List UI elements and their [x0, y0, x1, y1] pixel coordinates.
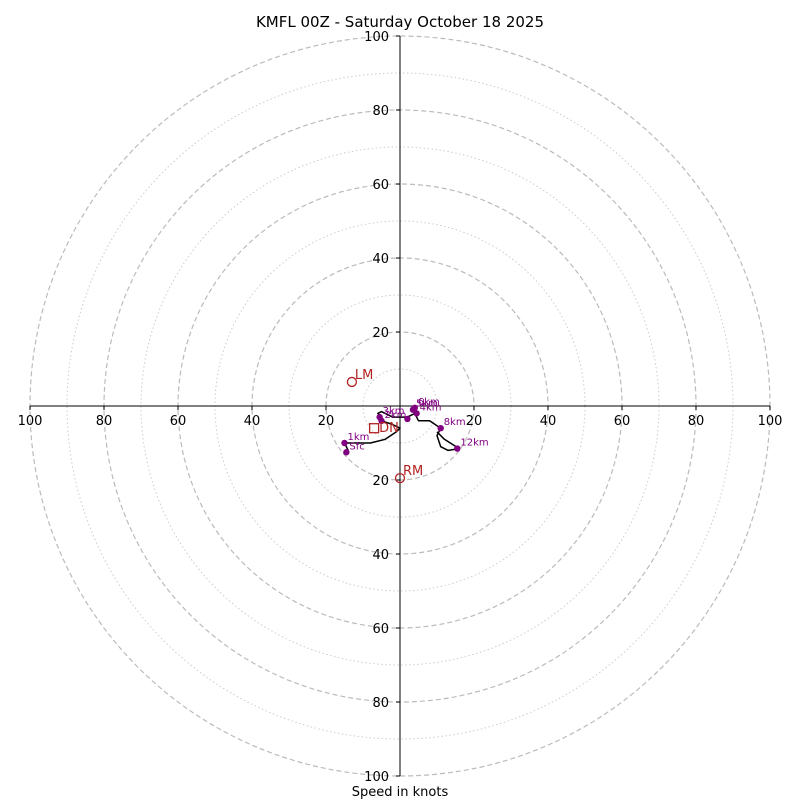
tick-label-bottom-100: 100: [364, 770, 389, 785]
height-label-6km: 6km: [418, 397, 440, 408]
tick-label-left-40: 40: [244, 414, 261, 429]
x-axis-label: Speed in knots: [352, 785, 449, 800]
height-label-sfc: Sfc: [349, 441, 364, 452]
tick-label-right-40: 40: [540, 414, 557, 429]
tick-label-left-80: 80: [96, 414, 113, 429]
height-point-extra-9: [404, 415, 411, 423]
tick-label-left-20: 20: [318, 414, 335, 429]
tick-label-bottom-40: 40: [372, 548, 389, 563]
tick-label-top-100: 100: [364, 30, 389, 45]
mean-wind-marker: [368, 423, 380, 434]
height-point-12km: [454, 445, 461, 452]
wind-trace: [343, 408, 460, 452]
tick-label-bottom-20: 20: [372, 474, 389, 489]
storm-motion-lm: [346, 376, 358, 388]
height-label-4km: 4km: [420, 402, 442, 413]
tick-label-right-100: 100: [758, 414, 783, 429]
axis-ticks: 20 20 20 20 40 40 40 40 60 60 60 60 80 80 80 80 100 100 10…: [18, 30, 783, 785]
tick-label-top-20: 20: [372, 326, 389, 341]
storm-motion-label-rm: RM: [403, 464, 423, 479]
tick-label-top-40: 40: [372, 252, 389, 267]
height-point-6km: [411, 404, 418, 412]
tick-label-left-60: 60: [170, 414, 187, 429]
height-label-12km: 12km: [460, 438, 488, 449]
height-point-8km: [437, 425, 444, 432]
tick-label-top-60: 60: [372, 178, 389, 193]
storm-motion-label-lm: LM: [355, 368, 373, 383]
axes: [30, 36, 770, 776]
height-point-1km: [341, 439, 348, 447]
tick-label-top-80: 80: [372, 104, 389, 119]
mean-wind-label: DN: [379, 421, 399, 436]
height-label-8km: 8km: [444, 417, 466, 428]
tick-label-right-20: 20: [466, 414, 483, 429]
height-label-1km: 1km: [348, 432, 370, 443]
height-label-5km: 5km: [416, 399, 438, 410]
tick-label-right-80: 80: [688, 414, 705, 429]
storm-motions: LM RM DN: [346, 368, 423, 484]
height-label-2km: 2km: [385, 410, 407, 421]
tick-label-right-60: 60: [614, 414, 631, 429]
storm-motion-rm: [394, 472, 406, 484]
height-label-3km: 3km: [383, 406, 405, 417]
tick-label-bottom-80: 80: [372, 696, 389, 711]
chart-title: KMFL 00Z - Saturday October 18 2025: [256, 13, 544, 31]
wind-trace-line: [343, 408, 460, 452]
height-point-3km: [376, 413, 383, 421]
tick-label-left-100: 100: [18, 414, 43, 429]
tick-label-bottom-60: 60: [372, 622, 389, 637]
height-point-sfc: [343, 449, 350, 456]
